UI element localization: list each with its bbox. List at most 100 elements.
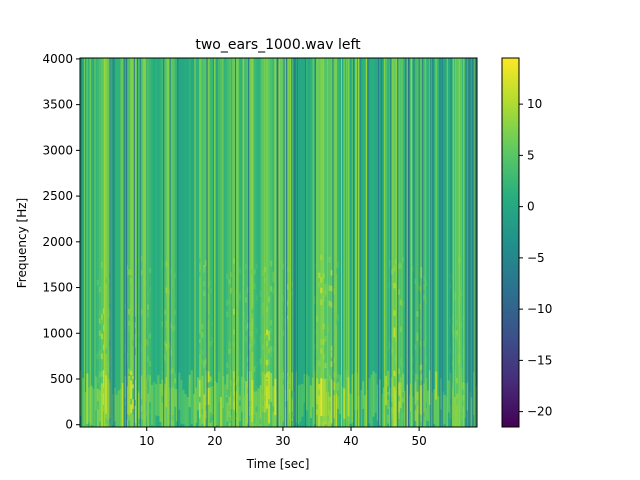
- heatmap-speckle: [454, 294, 457, 301]
- heatmap-lowband-cell: [447, 380, 451, 413]
- heatmap-speckle: [134, 349, 137, 356]
- heatmap-speckle: [422, 412, 426, 418]
- heatmap-lowband-cell: [299, 384, 302, 422]
- heatmap-speckle: [270, 328, 273, 334]
- heatmap-speckle: [238, 267, 242, 274]
- heatmap-speckle: [169, 269, 173, 275]
- heatmap-speckle: [265, 380, 269, 387]
- heatmap-speckle: [259, 358, 263, 365]
- heatmap-speckle: [265, 307, 269, 313]
- heatmap-column: [414, 58, 417, 427]
- heatmap-speckle: [393, 310, 396, 316]
- heatmap-column: [253, 58, 256, 427]
- heatmap-speckle: [318, 390, 321, 396]
- heatmap-speckle: [456, 330, 459, 336]
- heatmap-lowband-cell: [192, 393, 196, 427]
- heatmap-speckle: [268, 296, 271, 303]
- heatmap-lowband-cell: [211, 386, 215, 427]
- heatmap-speckle: [418, 341, 421, 347]
- heatmap-column: [111, 58, 114, 427]
- heatmap-speckle: [96, 279, 100, 286]
- heatmap-lowband-cell: [86, 373, 89, 424]
- heatmap-lowband-cell: [316, 378, 319, 415]
- heatmap-speckle: [414, 344, 417, 351]
- y-tick-label: 0: [65, 418, 73, 432]
- heatmap-lowband-cell: [213, 381, 217, 427]
- heatmap-speckle: [163, 383, 166, 390]
- heatmap-speckle: [422, 416, 426, 422]
- spectrogram-heatmap: [80, 58, 477, 427]
- heatmap-speckle: [138, 282, 141, 288]
- heatmap-speckle: [163, 348, 166, 355]
- heatmap-lowband-cell: [265, 378, 269, 409]
- heatmap-speckle: [397, 289, 400, 295]
- heatmap-speckle: [320, 299, 323, 306]
- heatmap-speckle: [138, 288, 141, 295]
- heatmap-speckle: [163, 309, 166, 315]
- heatmap-speckle: [96, 377, 100, 383]
- heatmap-speckle: [132, 388, 135, 394]
- heatmap-column: [431, 58, 434, 427]
- heatmap-column: [284, 58, 288, 427]
- heatmap-speckle: [456, 320, 459, 326]
- heatmap-speckle: [100, 313, 104, 320]
- x-tick-label: 50: [411, 434, 426, 448]
- heatmap-speckle: [412, 369, 415, 375]
- heatmap-speckle: [211, 377, 215, 383]
- heatmap-speckle: [100, 371, 104, 377]
- heatmap-speckle: [332, 301, 336, 308]
- heatmap-column: [366, 58, 369, 427]
- heatmap-column: [146, 58, 150, 427]
- heatmap-column: [215, 58, 219, 427]
- heatmap-column: [332, 58, 336, 427]
- heatmap-speckle: [334, 317, 338, 324]
- heatmap-lowband-cell: [111, 393, 114, 425]
- x-tick-label: 10: [139, 434, 154, 448]
- heatmap-speckle: [130, 398, 133, 405]
- heatmap-speckle: [424, 357, 428, 363]
- heatmap-column: [155, 58, 158, 427]
- heatmap-column: [226, 58, 229, 427]
- plot-frame: [79, 57, 478, 428]
- heatmap-column: [422, 58, 426, 427]
- heatmap-speckle: [228, 298, 231, 305]
- heatmap-speckle: [401, 362, 405, 368]
- heatmap-speckle: [148, 333, 152, 339]
- heatmap-lowband-cell: [414, 376, 417, 421]
- heatmap-lowband-cell: [332, 381, 336, 421]
- heatmap-column: [213, 58, 217, 427]
- heatmap-speckle: [416, 332, 419, 339]
- heatmap-speckle: [414, 373, 417, 380]
- heatmap-column: [128, 58, 131, 427]
- heatmap-column: [349, 58, 352, 427]
- heatmap-speckle: [270, 346, 273, 352]
- heatmap-lowband-cell: [230, 377, 233, 410]
- heatmap-speckle: [316, 321, 319, 328]
- heatmap-speckle: [259, 418, 263, 425]
- heatmap-lowband-cell: [378, 379, 382, 426]
- heatmap-column: [466, 58, 469, 427]
- heatmap-speckle: [174, 372, 177, 378]
- heatmap-lowband-cell: [357, 396, 361, 427]
- heatmap-speckle: [226, 273, 229, 279]
- heatmap-speckle: [268, 330, 271, 337]
- heatmap-lowband-cell: [219, 396, 223, 427]
- y-axis-label: Frequency [Hz]: [15, 198, 29, 289]
- heatmap-speckle: [284, 311, 288, 318]
- heatmap-speckle: [393, 327, 396, 333]
- heatmap-speckle: [334, 268, 338, 274]
- heatmap-lowband-cell: [347, 377, 350, 417]
- heatmap-speckle: [318, 360, 321, 367]
- heatmap-column: [232, 58, 235, 427]
- heatmap-column: [408, 58, 411, 427]
- heatmap-column: [82, 58, 85, 427]
- heatmap-speckle: [245, 336, 248, 342]
- heatmap-column: [100, 58, 104, 427]
- heatmap-speckle: [96, 353, 100, 359]
- heatmap-speckle: [230, 386, 233, 392]
- heatmap-speckle: [226, 311, 229, 318]
- heatmap-lowband-cell: [454, 396, 457, 427]
- heatmap-lowband-cell: [431, 392, 434, 427]
- heatmap-lowband-cell: [123, 376, 127, 405]
- heatmap-speckle: [412, 341, 415, 347]
